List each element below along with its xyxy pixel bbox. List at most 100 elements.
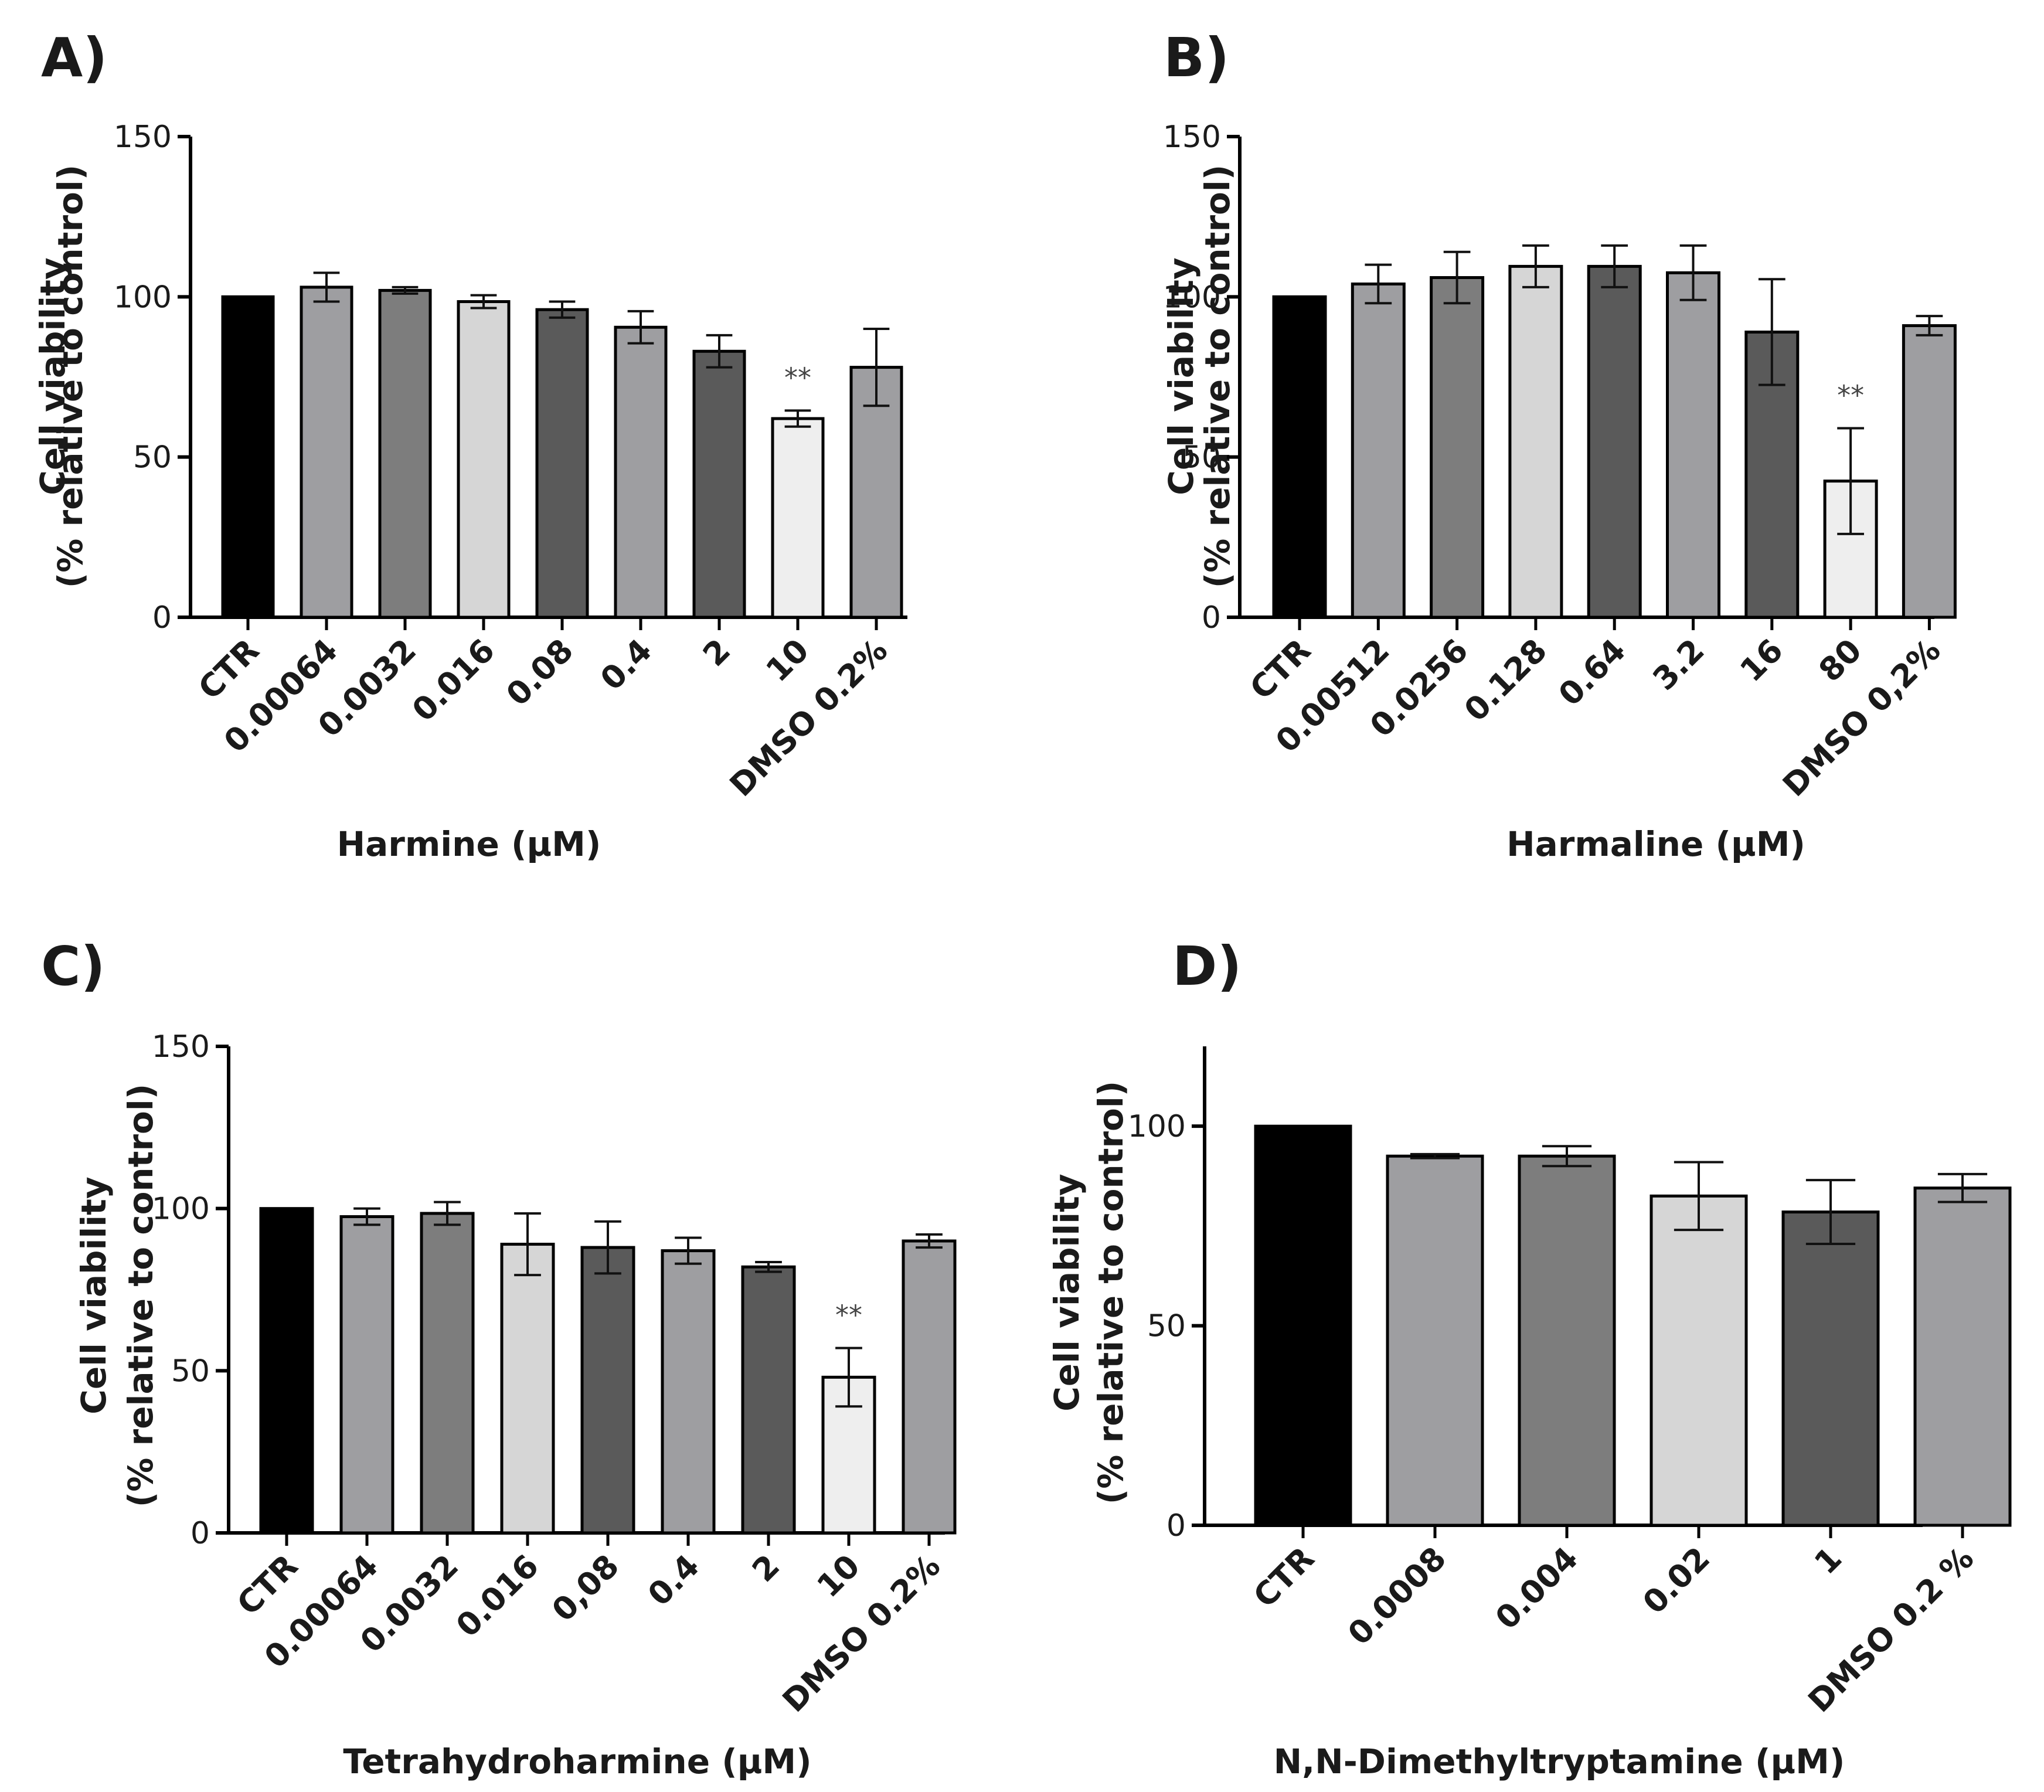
- chart-panel-c: C) Cell viability (% relative to control) 0…: [41, 935, 957, 1781]
- error-bar: [549, 300, 576, 319]
- error-bar: [1758, 278, 1785, 386]
- bar: [420, 1212, 475, 1535]
- x-axis-label: Tetrahydroharmine (µM): [343, 1742, 811, 1781]
- bar: [1508, 264, 1563, 619]
- error-bar: [1443, 250, 1471, 305]
- error-bar: [1805, 1179, 1856, 1246]
- y-tick-label: 50: [133, 440, 172, 475]
- y-tick-label: 150: [114, 120, 172, 155]
- x-axis-label: Harmine (µM): [337, 824, 601, 864]
- chart-panel-b: B) Cell viability(% relative to control) 0…: [1161, 26, 1957, 864]
- error-bar: [392, 285, 419, 295]
- y-axis-label-units: (% relative to control): [50, 165, 90, 589]
- bar: [1386, 1154, 1484, 1527]
- bar: [580, 1246, 635, 1535]
- bar: [339, 1215, 394, 1535]
- bar: [1913, 1186, 2012, 1527]
- bar: [535, 308, 589, 619]
- significance-marker: **: [784, 362, 811, 393]
- chart-panel-a: A) Cell viability(% relative to control) 0…: [33, 26, 907, 864]
- error-bar: [1410, 1152, 1460, 1159]
- error-bar: [470, 294, 497, 310]
- panel-letter: D): [1172, 935, 1242, 998]
- y-axis-label: Cell viability: [33, 257, 73, 495]
- error-bar: [1674, 1161, 1724, 1232]
- bar: [1902, 324, 1957, 619]
- y-tick-label: 150: [1163, 120, 1221, 155]
- y-tick-label: 0: [191, 1516, 210, 1551]
- y-axis-label: Cell viability: [1161, 257, 1201, 495]
- error-bar: [1837, 427, 1864, 535]
- x-tick-label: 0.004: [1488, 1540, 1585, 1637]
- x-tick-label: 0.016: [405, 632, 502, 729]
- x-tick-label: 0.02: [1635, 1540, 1717, 1621]
- y-axis-label-units: (% relative to control): [121, 1084, 161, 1508]
- y-axis-label-units: (% relative to control): [1198, 165, 1237, 589]
- bar: [378, 288, 432, 619]
- x-tick-label: 0.4: [641, 1548, 706, 1613]
- x-tick-label: 80: [1812, 632, 1869, 689]
- bar: [821, 1375, 876, 1535]
- y-tick-label: 0: [1166, 1508, 1186, 1543]
- y-tick-label: 0: [152, 600, 172, 635]
- y-axis-label: Cell viability: [74, 1176, 114, 1414]
- y-tick-label: 150: [152, 1029, 210, 1065]
- bar: [1272, 295, 1327, 619]
- bar: [1518, 1154, 1616, 1527]
- bar: [1430, 276, 1485, 619]
- error-bar: [353, 1207, 380, 1226]
- x-tick-label: 10: [759, 632, 817, 689]
- x-tick-label: 1: [1807, 1540, 1849, 1582]
- error-bar: [1937, 1172, 1988, 1203]
- bar: [849, 366, 903, 619]
- bar: [614, 325, 668, 619]
- bar: [500, 1243, 555, 1535]
- x-tick-label: 0.0008: [1341, 1540, 1453, 1652]
- bar: [771, 417, 825, 619]
- y-axis-label-units: (% relative to control): [1091, 1081, 1131, 1505]
- y-tick-label: 100: [1128, 1109, 1186, 1144]
- panel-letter: A): [41, 26, 107, 89]
- error-bar: [514, 1212, 541, 1277]
- error-bar: [1522, 244, 1549, 288]
- bar: [692, 349, 746, 619]
- y-axis-label: Cell viability: [1047, 1174, 1087, 1411]
- error-bar: [916, 1233, 943, 1249]
- bar: [661, 1249, 716, 1535]
- bar: [1781, 1210, 1880, 1527]
- bar: [1650, 1194, 1748, 1527]
- x-tick-label: 0.016: [449, 1548, 546, 1644]
- error-bar: [627, 310, 654, 345]
- x-tick-label: CTR: [230, 1548, 305, 1623]
- y-tick-label: 50: [171, 1354, 210, 1389]
- bar: [1351, 282, 1406, 619]
- x-axis-label: N,N-Dimethyltryptamine (µM): [1274, 1742, 1845, 1781]
- error-bar: [1601, 244, 1628, 288]
- significance-marker: **: [835, 1300, 862, 1331]
- panel-letter: C): [41, 935, 106, 998]
- error-bar: [594, 1220, 621, 1275]
- error-bar: [755, 1260, 782, 1273]
- x-tick-label: 2: [745, 1548, 787, 1589]
- x-tick-label: 0.4: [593, 632, 659, 698]
- x-tick-label: 16: [1733, 632, 1790, 689]
- y-tick-label: 100: [1163, 280, 1221, 315]
- error-bar: [1916, 315, 1943, 336]
- chart-panel-d: D) Cell viability (% relative to control) 0…: [1047, 935, 2012, 1781]
- x-tick-label: CTR: [1246, 1540, 1321, 1615]
- bar: [457, 300, 511, 619]
- x-tick-label: 2: [696, 632, 737, 674]
- y-tick-label: 50: [1147, 1309, 1186, 1344]
- x-axis-label: Harmaline (µM): [1506, 824, 1805, 864]
- error-bar: [675, 1236, 702, 1265]
- error-bar: [434, 1201, 461, 1226]
- x-tick-label: 0.64: [1552, 632, 1633, 713]
- bar: [902, 1239, 957, 1535]
- y-tick-label: 50: [1182, 440, 1221, 475]
- significance-marker: **: [1837, 379, 1864, 411]
- x-tick-label: 0.128: [1457, 632, 1554, 729]
- error-bar: [863, 328, 890, 407]
- error-bar: [313, 271, 340, 303]
- error-bar: [706, 334, 733, 369]
